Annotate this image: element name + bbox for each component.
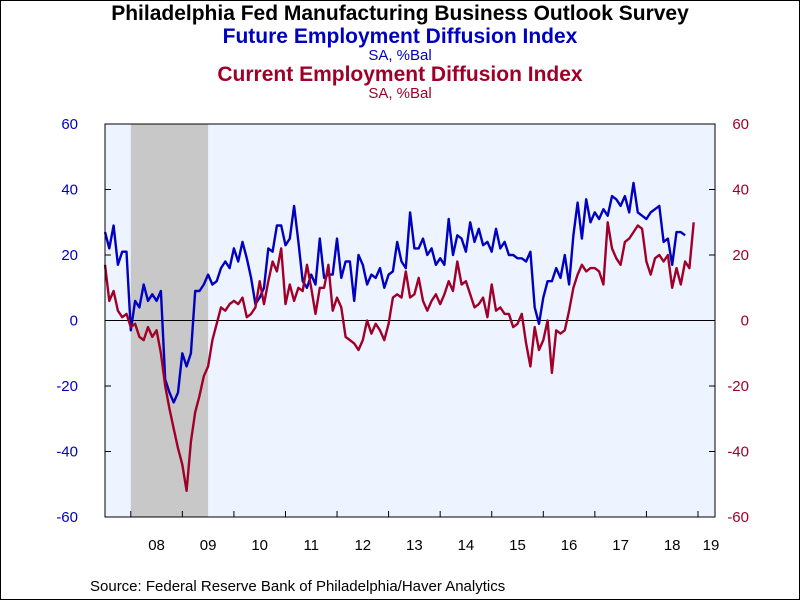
x-tick-label: 11: [303, 537, 319, 554]
left-tick-label: 0: [70, 313, 78, 330]
x-tick-label: 14: [458, 537, 475, 554]
right-tick-label: 40: [732, 182, 749, 199]
right-tick-label: 60: [732, 116, 749, 133]
x-tick-label: 08: [148, 537, 165, 554]
right-tick-label: 0: [741, 313, 749, 330]
source-note: Source: Federal Reserve Bank of Philadel…: [90, 578, 506, 595]
x-tick-label: 17: [612, 537, 629, 554]
future-employment-line: [103, 181, 686, 404]
right-tick-label: 20: [732, 247, 749, 264]
x-tick-label: 13: [406, 537, 423, 554]
series1-title: Future Employment Diffusion Index: [222, 25, 578, 48]
right-tick-label: -20: [727, 378, 749, 395]
x-tick-label: 18: [664, 537, 681, 554]
x-tick-label: 19: [703, 537, 720, 554]
left-tick-label: -60: [56, 509, 78, 526]
x-tick-label: 10: [251, 537, 268, 554]
left-tick-label: -20: [56, 378, 78, 395]
left-tick-label: 20: [61, 247, 78, 264]
left-tick-label: 60: [61, 116, 78, 133]
right-tick-label: -60: [727, 509, 749, 526]
series1-unit: SA, %Bal: [368, 47, 432, 64]
chart-title: Philadelphia Fed Manufacturing Business …: [111, 2, 689, 25]
x-tick-label: 16: [561, 537, 578, 554]
right-tick-label: -40: [727, 444, 749, 461]
series2-title: Current Employment Diffusion Index: [217, 63, 583, 86]
chart-header: Philadelphia Fed Manufacturing Business …: [0, 2, 800, 101]
x-tick-label: 15: [509, 537, 526, 554]
current-employment-line: [103, 221, 695, 492]
left-tick-label: -40: [56, 444, 78, 461]
left-tick-label: 40: [61, 182, 78, 199]
series2-unit: SA, %Bal: [368, 85, 432, 102]
x-tick-label: 09: [200, 537, 217, 554]
x-tick-label: 12: [354, 537, 371, 554]
